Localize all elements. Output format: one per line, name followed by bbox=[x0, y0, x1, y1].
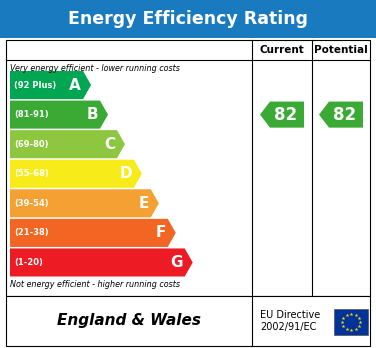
Text: (21-38): (21-38) bbox=[14, 228, 49, 237]
Text: (92 Plus): (92 Plus) bbox=[14, 80, 56, 89]
Text: Very energy efficient - lower running costs: Very energy efficient - lower running co… bbox=[10, 64, 180, 73]
Text: A: A bbox=[69, 78, 81, 93]
Text: Energy Efficiency Rating: Energy Efficiency Rating bbox=[68, 10, 308, 28]
Bar bbox=[6, 40, 370, 296]
Polygon shape bbox=[10, 189, 159, 218]
Text: (39-54): (39-54) bbox=[14, 199, 49, 208]
Text: G: G bbox=[170, 255, 183, 270]
Text: (69-80): (69-80) bbox=[14, 140, 49, 149]
Polygon shape bbox=[10, 101, 108, 129]
Text: (55-68): (55-68) bbox=[14, 169, 49, 178]
Polygon shape bbox=[10, 248, 193, 277]
Bar bbox=[6, 296, 370, 346]
Text: D: D bbox=[119, 166, 132, 181]
Text: Current: Current bbox=[259, 45, 305, 55]
Polygon shape bbox=[260, 102, 304, 128]
Bar bbox=[0, 0, 376, 38]
Text: 82: 82 bbox=[334, 105, 356, 124]
Polygon shape bbox=[10, 160, 142, 188]
Polygon shape bbox=[10, 71, 91, 99]
Bar bbox=[334, 309, 368, 335]
Text: (81-91): (81-91) bbox=[14, 110, 49, 119]
Polygon shape bbox=[10, 219, 176, 247]
Text: E: E bbox=[138, 196, 149, 211]
Text: Not energy efficient - higher running costs: Not energy efficient - higher running co… bbox=[10, 280, 180, 289]
Text: EU Directive
2002/91/EC: EU Directive 2002/91/EC bbox=[260, 310, 320, 332]
Text: England & Wales: England & Wales bbox=[57, 314, 201, 329]
Text: Potential: Potential bbox=[314, 45, 368, 55]
Text: C: C bbox=[104, 137, 115, 152]
Text: B: B bbox=[86, 107, 98, 122]
Polygon shape bbox=[319, 102, 363, 128]
Text: (1-20): (1-20) bbox=[14, 258, 43, 267]
Polygon shape bbox=[10, 130, 125, 158]
Text: 82: 82 bbox=[274, 105, 297, 124]
Text: F: F bbox=[155, 226, 166, 240]
